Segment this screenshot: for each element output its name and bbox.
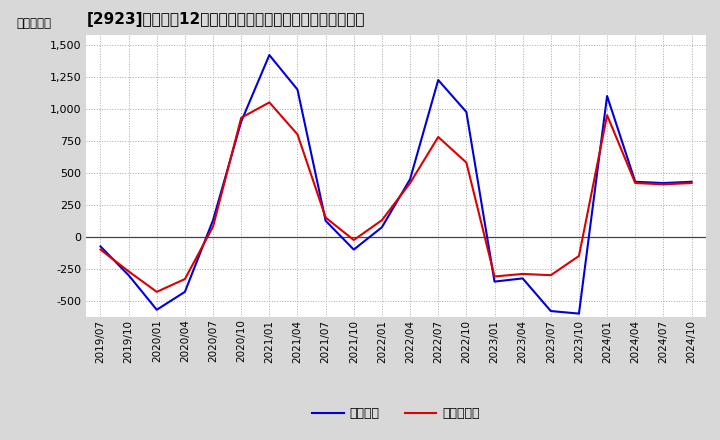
当期純利益 — [687, 180, 696, 186]
経常利益 — [687, 179, 696, 184]
経常利益 — [321, 218, 330, 224]
当期純利益 — [209, 224, 217, 229]
経常利益 — [631, 179, 639, 184]
当期純利益 — [293, 132, 302, 137]
経常利益 — [490, 279, 499, 284]
Line: 当期純利益: 当期純利益 — [101, 103, 691, 292]
Text: [2923]　利益の12か月移動合計の対前年同期増減額の推移: [2923] 利益の12か月移動合計の対前年同期増減額の推移 — [86, 12, 365, 27]
当期純利益 — [349, 237, 358, 242]
当期純利益 — [462, 160, 471, 165]
経常利益 — [181, 289, 189, 294]
当期純利益 — [406, 180, 415, 186]
経常利益 — [575, 311, 583, 316]
経常利益 — [125, 272, 133, 278]
当期純利益 — [321, 215, 330, 220]
Y-axis label: （百万円）: （百万円） — [17, 17, 51, 29]
当期純利益 — [518, 271, 527, 277]
当期純利益 — [153, 289, 161, 294]
経常利益 — [377, 224, 386, 230]
経常利益 — [209, 217, 217, 223]
当期純利益 — [265, 100, 274, 105]
当期純利益 — [575, 253, 583, 259]
当期純利益 — [377, 217, 386, 223]
経常利益 — [265, 52, 274, 58]
Legend: 経常利益, 当期純利益: 経常利益, 当期純利益 — [307, 402, 485, 425]
経常利益 — [153, 307, 161, 312]
経常利益 — [603, 93, 611, 99]
当期純利益 — [237, 115, 246, 121]
経常利益 — [518, 276, 527, 281]
当期純利益 — [603, 113, 611, 118]
当期純利益 — [434, 134, 443, 139]
当期純利益 — [125, 269, 133, 274]
当期純利益 — [659, 182, 667, 187]
当期純利益 — [631, 180, 639, 186]
経常利益 — [659, 180, 667, 186]
当期純利益 — [96, 247, 105, 252]
当期純利益 — [546, 272, 555, 278]
Line: 経常利益: 経常利益 — [101, 55, 691, 314]
経常利益 — [237, 119, 246, 124]
経常利益 — [96, 244, 105, 249]
経常利益 — [406, 176, 415, 182]
経常利益 — [546, 308, 555, 314]
経常利益 — [293, 87, 302, 92]
当期純利益 — [181, 276, 189, 282]
経常利益 — [349, 247, 358, 252]
経常利益 — [462, 110, 471, 115]
経常利益 — [434, 77, 443, 83]
当期純利益 — [490, 274, 499, 279]
